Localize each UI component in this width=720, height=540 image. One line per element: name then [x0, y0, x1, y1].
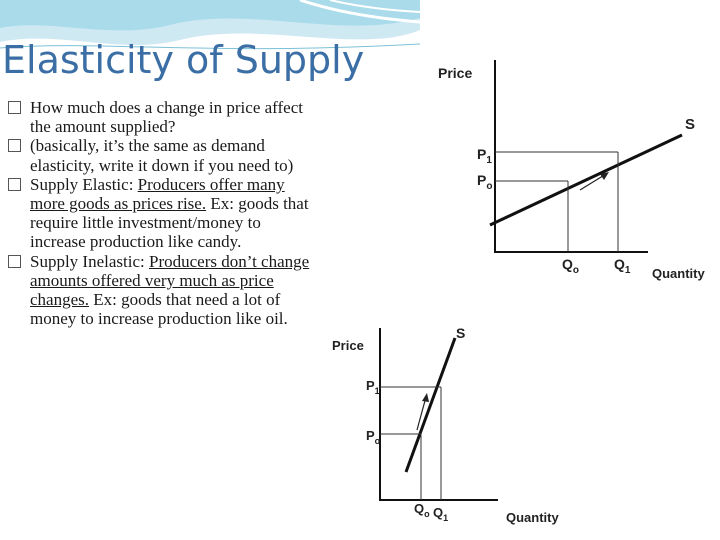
bullet-text: (basically, it’s the same as demand elas… [30, 136, 294, 175]
movement-arrow [416, 396, 427, 431]
bullet-list: How much does a change in price affect t… [8, 98, 320, 328]
bullet-lead: Supply Elastic: [30, 174, 138, 194]
x-axis-label: Quantity [652, 266, 705, 281]
bullet-underlined: Producers offer many more goods as price… [30, 174, 285, 214]
slide-title: Elasticity of Supply [2, 38, 365, 82]
p1-label: P1 [477, 146, 492, 166]
bullet-marker-icon [8, 254, 21, 268]
bullet-tail: Ex: goods that require little investment… [30, 194, 309, 252]
p1-label: P1 [366, 378, 380, 396]
movement-arrow [579, 173, 607, 191]
bullet-marker-icon [8, 177, 21, 191]
bullet-item: (basically, it’s the same as demand elas… [8, 136, 320, 175]
supply-curve [489, 133, 683, 227]
bullet-marker-icon [8, 101, 21, 114]
bullet-underlined: Producers don’t change amounts offered v… [30, 251, 310, 310]
arrowhead-icon [600, 172, 609, 180]
bullet-text: How much does a change in price affect t… [30, 98, 303, 137]
inelastic-supply-graph: Price S P1 Po Qo Q1 Quantity [318, 300, 578, 540]
p0-label: Po [366, 428, 381, 446]
header-wave-decoration [0, 0, 420, 50]
q1-label: Q1 [433, 505, 448, 523]
y-axis-label: Price [332, 338, 364, 353]
elastic-supply-graph: Price S P1 Po Qo Q1 Quantity [420, 55, 720, 290]
bullet-marker-icon [8, 139, 21, 153]
curve-label: S [456, 325, 465, 341]
bullet-tail: Ex: goods that need a lot of money to in… [30, 290, 288, 329]
bullet-item: How much does a change in price affect t… [8, 98, 320, 136]
x-axis-label: Quantity [506, 510, 559, 525]
arrowhead-icon [422, 393, 429, 402]
q1-label: Q1 [614, 256, 631, 276]
bullet-item: Supply Elastic: Producers offer many mor… [8, 175, 320, 252]
y-axis-label: Price [438, 65, 472, 81]
bullet-item: Supply Inelastic: Producers don’t change… [8, 252, 320, 329]
bullet-lead: Supply Inelastic: [30, 251, 149, 271]
curve-label: S [685, 116, 695, 133]
supply-curve [404, 337, 457, 473]
q0-label: Qo [562, 256, 579, 276]
p0-label: Po [477, 172, 492, 192]
q0-label: Qo [414, 501, 430, 519]
